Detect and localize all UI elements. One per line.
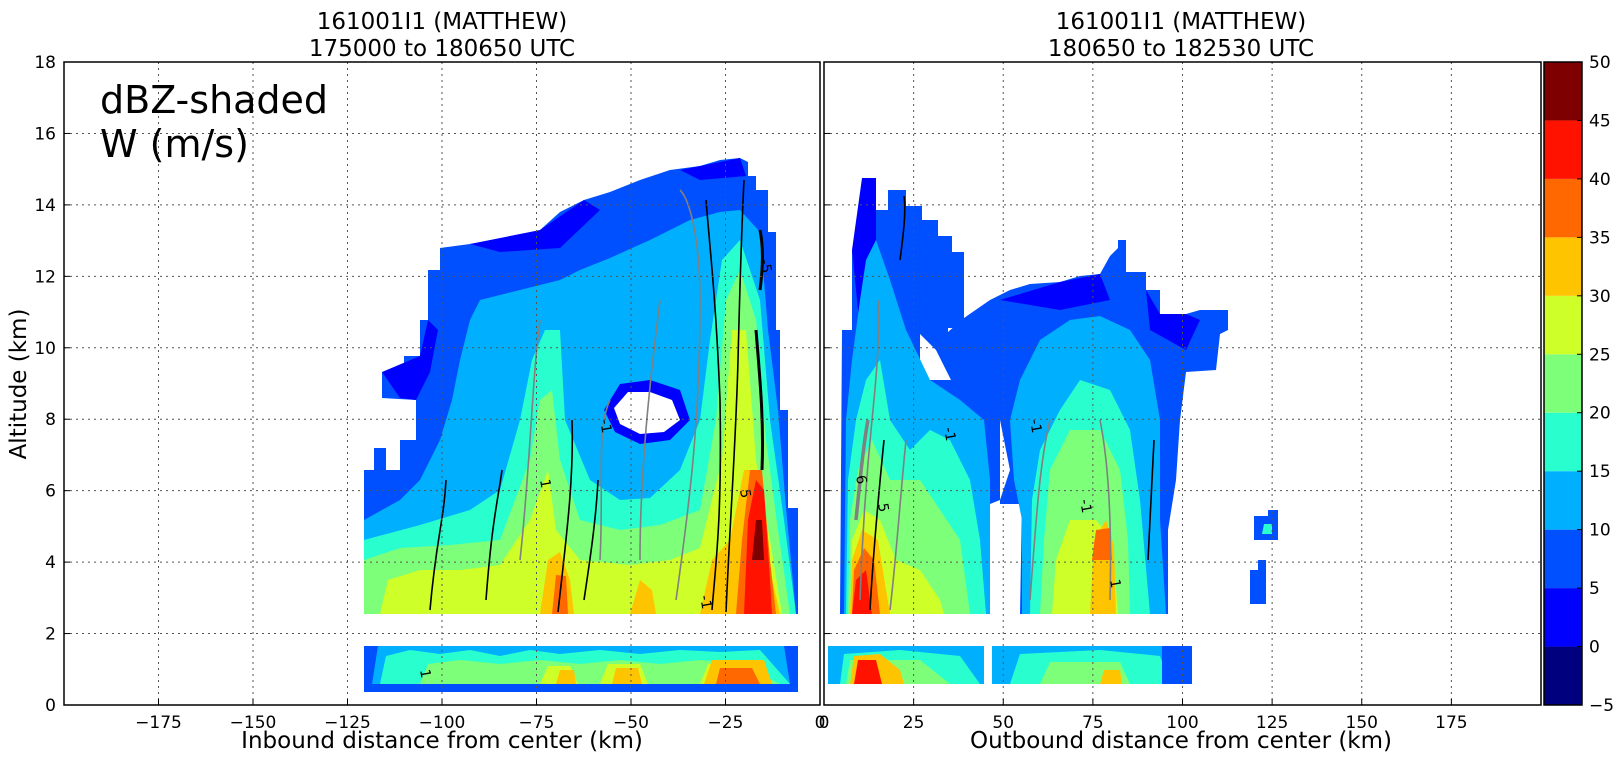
y-tick-label: 10 [34, 339, 56, 359]
right-echo-25-30 [850, 510, 1118, 614]
y-tick-label: 16 [34, 124, 56, 144]
right-core-40-45 [852, 570, 872, 614]
left-annotation-line2: W (m/s) [100, 122, 249, 166]
colorbar-tick-label: 5 [1589, 579, 1600, 599]
right-panel: 161001I1 (MATTHEW) 180650 to 182530 UTC [819, 9, 1542, 754]
colorbar-segment [1544, 412, 1582, 472]
right-contour-label: -1 [1076, 498, 1094, 515]
right-dark-blue-edges [852, 178, 1200, 350]
left-contour-label: 5 [736, 488, 753, 500]
right-contour-label: -1 [1026, 418, 1044, 435]
left-contour-label: -5 [756, 258, 774, 275]
left-title: 161001I1 (MATTHEW) [317, 9, 568, 35]
left-plot-frame [63, 61, 821, 706]
colorbar-tick-label: 40 [1589, 170, 1611, 190]
right-x-tick-label: 25 [903, 713, 925, 733]
left-x-tick-label: −100 [419, 713, 466, 733]
left-x-tick-label: −150 [230, 713, 277, 733]
right-gridlines [824, 62, 1541, 705]
colorbar-segment [1544, 646, 1582, 705]
y-tick-label: 2 [45, 625, 56, 645]
colorbar-segment [1544, 354, 1582, 413]
colorbar-tick-label: 30 [1589, 287, 1611, 307]
left-annotation-line1: dBZ-shaded [100, 78, 328, 122]
colorbar-tick-label: 15 [1589, 462, 1611, 482]
left-ticks: −175 −150 −125 −100 −75 −50 −25 0 0 2 4 6 8 10 12 14 16 1… [34, 53, 825, 733]
left-x-tick-label: −125 [324, 713, 371, 733]
left-w-contours [429, 179, 765, 613]
colorbar-segment [1544, 471, 1582, 530]
left-contour-label: 1 [536, 478, 553, 490]
colorbar-tick-label: 50 [1589, 53, 1611, 73]
left-panel: 161001I1 (MATTHEW) 175000 to 180650 UTC [6, 9, 825, 754]
right-contour-label: 6 [852, 474, 869, 486]
y-tick-label: 12 [34, 267, 56, 287]
y-tick-label: 18 [34, 53, 56, 73]
left-contour-label: 1 [416, 668, 433, 680]
right-lowlevel-band [828, 646, 1192, 684]
ylabel: Altitude (km) [6, 309, 32, 460]
left-gridlines [64, 62, 820, 705]
colorbar [1544, 62, 1582, 705]
right-contour-label: 1 [1106, 578, 1123, 590]
left-x-tick-label: 0 [815, 713, 826, 733]
colorbar-segment [1544, 295, 1582, 355]
colorbar-frame [1543, 61, 1583, 706]
left-core-30-35 [540, 470, 780, 614]
right-isolated-cell-core [1262, 524, 1272, 534]
colorbar-segment [1544, 529, 1582, 589]
right-xlabel: Outbound distance from center (km) [970, 728, 1392, 754]
left-contour-label: -1 [596, 418, 614, 435]
right-core-35-40 [852, 528, 1112, 614]
right-x-tick-label: 75 [1082, 713, 1104, 733]
colorbar-tick-label: 35 [1589, 228, 1611, 248]
left-reflectivity-field: 1 -1 5 -5 -1 1 [364, 158, 798, 692]
right-w-contours [854, 195, 1155, 611]
left-lowlevel-band [364, 646, 798, 692]
right-x-tick-label: 0 [819, 713, 830, 733]
colorbar-segment [1544, 120, 1582, 179]
colorbar-tick-label: 25 [1589, 345, 1611, 365]
right-title: 161001I1 (MATTHEW) [1056, 9, 1307, 35]
left-core-45-50 [752, 520, 764, 560]
left-echo-20-25 [364, 270, 790, 614]
colorbar-segment [1544, 62, 1582, 121]
right-x-tick-label: 100 [1166, 713, 1198, 733]
y-tick-label: 14 [34, 196, 56, 216]
left-x-tick-label: −175 [135, 713, 182, 733]
right-plot-frame [823, 61, 1542, 706]
y-tick-label: 0 [45, 696, 56, 716]
left-contour-label: -1 [696, 594, 714, 611]
left-x-tick-label: −50 [613, 713, 649, 733]
left-xlabel: Inbound distance from center (km) [241, 728, 643, 754]
right-reflectivity-field: -1 5 6 -1 -1 1 [828, 178, 1278, 684]
right-contour-label: -1 [940, 426, 958, 443]
right-x-tick-label: 150 [1346, 713, 1378, 733]
right-x-tick-label: 50 [992, 713, 1014, 733]
colorbar-tick-label: 20 [1589, 404, 1611, 424]
y-tick-label: 6 [45, 482, 56, 502]
y-tick-label: 8 [45, 410, 56, 430]
colorbar-tick-label: 0 [1589, 638, 1600, 658]
right-x-tick-label: 125 [1256, 713, 1288, 733]
colorbar-segment [1544, 178, 1582, 238]
colorbar-segment [1544, 588, 1582, 647]
colorbar-tick-label: −5 [1589, 696, 1614, 716]
colorbar-tick-label: 45 [1589, 111, 1611, 131]
left-x-tick-label: −25 [708, 713, 744, 733]
right-contour-labels: -1 5 6 -1 -1 1 [852, 418, 1123, 590]
left-contour-labels: 1 -1 5 -5 -1 1 [416, 258, 774, 680]
right-subtitle: 180650 to 182530 UTC [1048, 36, 1314, 62]
right-contour-label: 5 [874, 502, 891, 514]
colorbar-segment [1544, 237, 1582, 296]
left-x-tick-label: −75 [519, 713, 555, 733]
left-dark-blue-edges [382, 158, 746, 400]
y-tick-label: 4 [45, 553, 56, 573]
colorbar-tick-label: 10 [1589, 521, 1611, 541]
left-subtitle: 175000 to 180650 UTC [309, 36, 575, 62]
right-x-tick-label: 175 [1435, 713, 1467, 733]
